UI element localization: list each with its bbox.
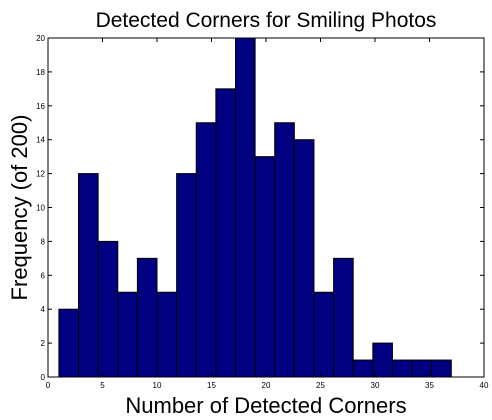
- y-tick-label-9: 18: [36, 68, 45, 77]
- histogram-bar-18: [411, 359, 433, 378]
- y-tick-label-4: 8: [41, 237, 46, 246]
- histogram-bar-7: [195, 122, 217, 378]
- y-tick-label-1: 2: [41, 339, 46, 348]
- histogram-bar-8: [215, 88, 236, 378]
- y-tick-label-8: 16: [36, 102, 45, 111]
- histogram-bar-11: [274, 122, 295, 378]
- x-tick-label-5: 25: [316, 381, 325, 390]
- y-tick-label-0: 0: [41, 373, 46, 382]
- histogram-bar-5: [156, 291, 178, 378]
- x-tick-label-0: 0: [46, 381, 51, 390]
- y-tick-label-6: 12: [36, 170, 45, 179]
- chart-title: Detected Corners for Smiling Photos: [96, 9, 437, 32]
- histogram-bar-4: [136, 257, 158, 378]
- plot-frame: [47, 37, 485, 378]
- histogram-bar-12: [293, 139, 315, 378]
- histogram-bar-0: [58, 308, 80, 378]
- histogram-bar-9: [234, 37, 256, 378]
- y-tick-label-2: 4: [41, 305, 46, 314]
- histogram-bar-3: [117, 291, 138, 378]
- histogram-bar-2: [97, 240, 119, 378]
- x-tick-label-6: 30: [371, 381, 380, 390]
- histogram-bar-14: [333, 257, 354, 378]
- histogram-bar-17: [391, 359, 413, 378]
- histogram-bar-13: [313, 291, 335, 378]
- y-tick-label-10: 20: [36, 34, 45, 43]
- y-tick-label-5: 10: [36, 204, 45, 213]
- x-axis-label: Number of Detected Corners: [125, 393, 406, 418]
- histogram-bar-1: [78, 173, 99, 378]
- histogram-bar-19: [431, 359, 452, 378]
- y-tick-label-3: 6: [41, 271, 46, 280]
- x-tick-label-7: 35: [425, 381, 434, 390]
- histogram-bar-6: [176, 173, 197, 378]
- histogram-bar-16: [372, 342, 393, 378]
- y-axis-label: Frequency (of 200): [7, 115, 32, 301]
- x-tick-label-2: 10: [153, 381, 162, 390]
- x-tick-label-3: 15: [207, 381, 216, 390]
- x-tick-label-4: 20: [262, 381, 271, 390]
- histogram-bar-10: [254, 156, 276, 378]
- x-tick-label-8: 40: [480, 381, 489, 390]
- bars-group: [58, 37, 452, 378]
- y-tick-label-7: 14: [36, 136, 45, 145]
- x-tick-label-1: 5: [100, 381, 105, 390]
- histogram-bar-15: [352, 359, 374, 378]
